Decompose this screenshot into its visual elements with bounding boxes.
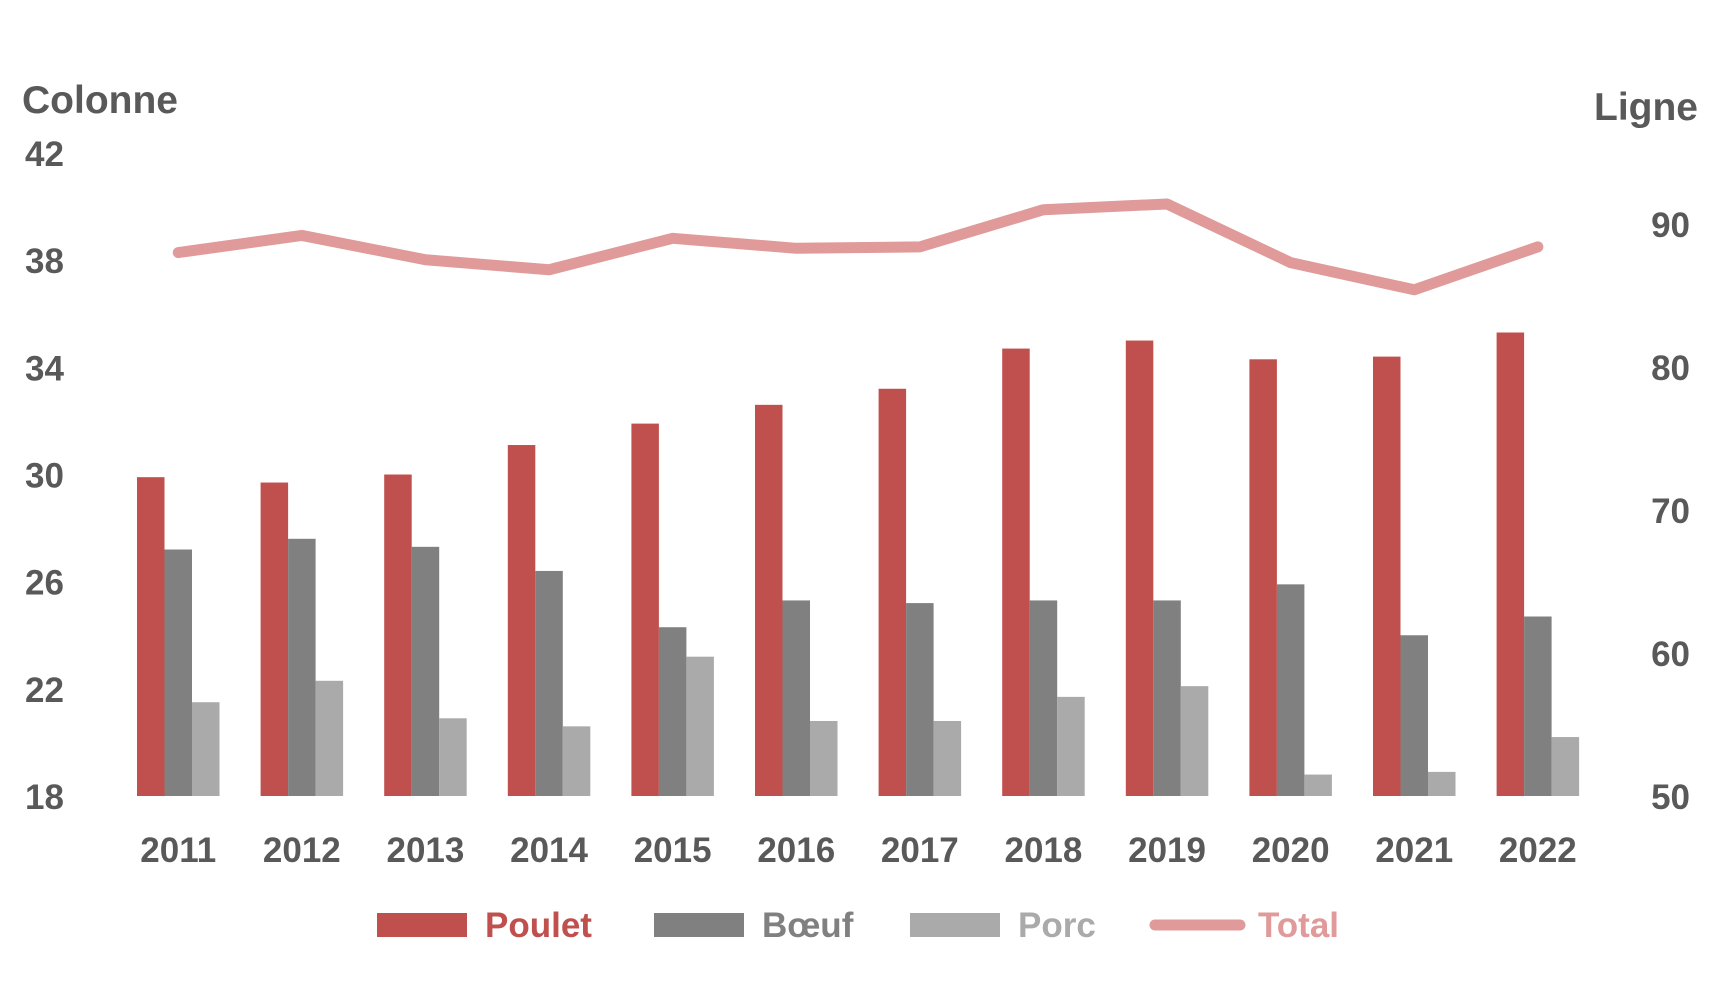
- right-axis-ticks: 50 60 70 80 90: [1651, 206, 1690, 817]
- legend-swatch-porc: [910, 913, 1000, 937]
- legend-swatch-b-uf: [654, 913, 744, 937]
- bar-b-uf: [1153, 600, 1181, 796]
- x-axis-labels: 2011 2012 2013 2014 2015 2016 2017 2018 2019 2020…: [140, 831, 1577, 870]
- x-tick-label: 2012: [263, 831, 341, 870]
- bar-poulet: [1249, 359, 1277, 796]
- bar-b-uf: [782, 600, 810, 796]
- bar-porc: [192, 702, 220, 796]
- legend-label-b-uf: Bœuf: [762, 906, 854, 945]
- bar-porc: [810, 720, 838, 796]
- bar-porc: [686, 656, 714, 796]
- bar-b-uf: [164, 549, 192, 796]
- x-tick-label: 2015: [634, 831, 712, 870]
- left-axis-ticks: 18 22 26 30 34 38 42: [25, 135, 64, 817]
- x-tick-label: 2022: [1499, 831, 1577, 870]
- bar-poulet: [260, 482, 289, 796]
- bar-b-uf: [906, 603, 934, 796]
- right-tick-label: 80: [1651, 349, 1690, 388]
- bar-poulet: [137, 477, 165, 796]
- left-tick-label: 18: [25, 778, 64, 817]
- left-tick-label: 30: [25, 457, 64, 496]
- bar-poulet: [1125, 340, 1154, 796]
- total-line: [172, 198, 1544, 296]
- legend-label-total: Total: [1258, 906, 1339, 945]
- left-tick-label: 42: [25, 135, 64, 174]
- left-tick-label: 38: [25, 242, 64, 281]
- bar-porc: [562, 726, 591, 796]
- bar-porc: [1551, 737, 1580, 796]
- right-tick-label: 70: [1651, 492, 1690, 531]
- legend: Poulet Bœuf Porc Total: [377, 906, 1339, 945]
- bar-porc: [1304, 774, 1332, 796]
- right-axis-title: Ligne: [1594, 86, 1698, 129]
- bar-b-uf: [535, 570, 563, 796]
- bar-porc: [1057, 696, 1085, 796]
- x-tick-label: 2013: [387, 831, 465, 870]
- bar-porc: [1180, 686, 1209, 796]
- bar-poulet: [1373, 356, 1401, 796]
- bar-b-uf: [1276, 584, 1305, 796]
- bar-porc: [439, 718, 467, 796]
- bar-series: [137, 332, 1580, 796]
- bar-poulet: [384, 474, 412, 796]
- right-tick-label: 50: [1651, 778, 1690, 817]
- left-tick-label: 34: [25, 349, 64, 388]
- right-tick-label: 60: [1651, 635, 1690, 674]
- x-tick-label: 2014: [510, 831, 588, 870]
- legend-label-poulet: Poulet: [485, 906, 592, 945]
- legend-swatch-poulet: [377, 913, 467, 937]
- line-series: [172, 198, 1544, 296]
- bar-b-uf: [1029, 600, 1058, 796]
- bar-porc: [315, 680, 344, 796]
- x-tick-label: 2019: [1128, 831, 1206, 870]
- x-tick-label: 2020: [1252, 831, 1330, 870]
- bar-poulet: [878, 388, 907, 796]
- bar-poulet: [507, 445, 536, 796]
- bar-b-uf: [411, 546, 440, 796]
- x-tick-label: 2021: [1375, 831, 1453, 870]
- right-tick-label: 90: [1651, 206, 1690, 245]
- left-tick-label: 26: [25, 564, 64, 603]
- left-tick-label: 22: [25, 671, 64, 710]
- bar-porc: [933, 720, 962, 796]
- bar-b-uf: [1400, 635, 1428, 796]
- bar-b-uf: [658, 627, 687, 796]
- x-tick-label: 2017: [881, 831, 959, 870]
- bar-poulet: [1002, 348, 1030, 796]
- x-tick-label: 2011: [140, 831, 216, 870]
- bar-porc: [1428, 771, 1456, 796]
- bar-poulet: [1496, 332, 1525, 796]
- bar-b-uf: [288, 538, 316, 796]
- left-axis-title: Colonne: [22, 79, 178, 122]
- bar-b-uf: [1524, 616, 1552, 796]
- x-tick-label: 2018: [1005, 831, 1083, 870]
- bar-poulet: [755, 404, 783, 796]
- x-tick-label: 2016: [757, 831, 835, 870]
- bar-poulet: [631, 423, 659, 796]
- legend-label-porc: Porc: [1018, 906, 1096, 945]
